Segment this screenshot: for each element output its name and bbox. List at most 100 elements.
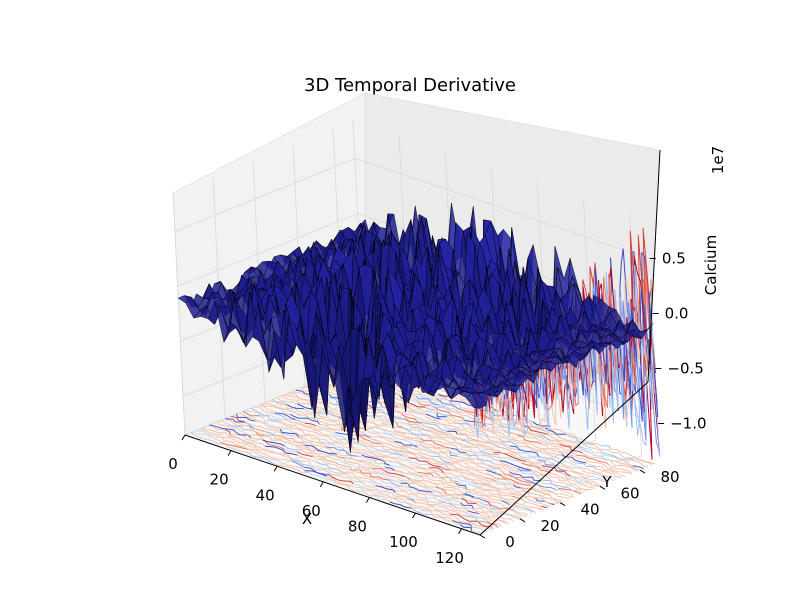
floor-contour bbox=[284, 445, 302, 451]
floor-contour bbox=[295, 389, 312, 396]
floor-contour bbox=[408, 457, 441, 468]
floor-contour bbox=[352, 439, 376, 450]
floor-contour bbox=[572, 485, 588, 492]
floor-contour bbox=[489, 439, 511, 447]
floor-contour bbox=[474, 496, 503, 505]
floor-contour bbox=[544, 504, 551, 507]
floor-contour bbox=[408, 391, 437, 400]
floor-contour bbox=[290, 391, 312, 399]
floor-contour bbox=[220, 441, 249, 450]
floor-contour bbox=[417, 472, 435, 478]
floor-contour bbox=[576, 462, 598, 470]
floor-contour bbox=[456, 507, 468, 512]
floor-contour bbox=[379, 443, 394, 451]
floor-contour bbox=[319, 438, 342, 446]
floor-contour bbox=[469, 443, 495, 453]
floor-contour bbox=[566, 477, 591, 484]
floor-contour bbox=[424, 457, 453, 470]
y-tick-mark bbox=[519, 518, 526, 523]
floor-contour bbox=[487, 527, 493, 531]
y-axis-title: Y bbox=[601, 473, 612, 491]
floor-contour bbox=[220, 420, 229, 426]
floor-contour bbox=[470, 468, 487, 475]
floor-contour bbox=[319, 434, 352, 446]
floor-contour bbox=[461, 439, 471, 445]
floor-contour bbox=[262, 439, 285, 447]
floor-contour bbox=[272, 399, 288, 406]
floor-contour bbox=[407, 450, 434, 460]
floor-contour bbox=[524, 505, 538, 509]
floor-contour bbox=[446, 416, 458, 424]
floor-contour bbox=[517, 453, 539, 461]
floor-contour bbox=[259, 415, 282, 422]
floor-contour bbox=[528, 493, 559, 504]
floor-contour bbox=[464, 515, 486, 523]
floor-contour bbox=[223, 437, 236, 441]
floor-contour bbox=[389, 501, 411, 509]
floor-contour bbox=[583, 474, 604, 482]
x-tick-label: 100 bbox=[389, 533, 418, 551]
x-tick-mark bbox=[273, 465, 278, 472]
floor-contour bbox=[316, 461, 345, 474]
floor-contour bbox=[447, 430, 458, 435]
floor-contour bbox=[566, 466, 575, 472]
floor-contour bbox=[477, 433, 490, 441]
x-tick-label: 20 bbox=[210, 471, 229, 489]
floor-contour bbox=[421, 422, 430, 428]
floor-contour bbox=[284, 449, 298, 453]
floor-contour bbox=[297, 454, 317, 463]
floor-contour bbox=[308, 464, 340, 476]
floor-contour bbox=[495, 480, 514, 486]
floor-contour bbox=[428, 430, 437, 436]
floor-contour bbox=[415, 395, 440, 406]
floor-contour bbox=[248, 448, 277, 461]
floor-contour bbox=[415, 454, 426, 459]
floor-contour bbox=[430, 430, 447, 436]
floor-contour bbox=[499, 438, 519, 447]
floor-contour bbox=[514, 421, 547, 432]
floor-contour bbox=[405, 418, 422, 424]
floor-contour bbox=[476, 503, 499, 514]
floor-contour bbox=[481, 478, 496, 482]
floor-contour bbox=[491, 526, 494, 530]
floor-contour bbox=[377, 495, 391, 503]
floor-contour bbox=[403, 455, 430, 468]
floor-contour bbox=[543, 497, 560, 504]
calcium-surface bbox=[177, 203, 654, 453]
floor-contour bbox=[292, 460, 305, 468]
floor-contour bbox=[420, 437, 451, 449]
floor-contour bbox=[453, 464, 461, 471]
floor-contour bbox=[584, 444, 603, 453]
floor-contour bbox=[370, 450, 403, 461]
floor-contour bbox=[368, 470, 380, 474]
floor-contour bbox=[504, 520, 510, 524]
floor-contour bbox=[608, 467, 632, 475]
z-axis-title: Calcium bbox=[702, 235, 720, 295]
floor-contour bbox=[354, 490, 378, 497]
floor-contour bbox=[425, 413, 441, 420]
floor-contour bbox=[512, 495, 523, 500]
floor-contour bbox=[460, 524, 473, 532]
floor-contour bbox=[446, 427, 480, 437]
floor-contour bbox=[375, 485, 396, 493]
floor-contour bbox=[482, 482, 513, 494]
z-tick-label: 0.5 bbox=[662, 250, 686, 268]
floor-contour bbox=[361, 472, 382, 481]
floor-contour bbox=[445, 519, 461, 526]
floor-contour bbox=[610, 448, 632, 456]
floor-contour bbox=[482, 441, 495, 446]
floor-contour bbox=[329, 474, 354, 485]
floor-contour bbox=[469, 447, 483, 454]
floor-contour bbox=[600, 445, 611, 450]
floor-contour bbox=[341, 447, 350, 453]
floor-contour bbox=[302, 430, 320, 440]
floor-contour bbox=[506, 446, 520, 454]
floor-contour bbox=[563, 464, 589, 474]
y-axis-ticks: 0 20 40 60 80 bbox=[479, 468, 680, 551]
floor-contour bbox=[401, 485, 433, 497]
floor-contour bbox=[375, 448, 404, 457]
floor-contour bbox=[446, 493, 467, 501]
x-gridline bbox=[369, 182, 550, 498]
floor-contour bbox=[396, 462, 418, 473]
floor-contour bbox=[330, 470, 352, 478]
